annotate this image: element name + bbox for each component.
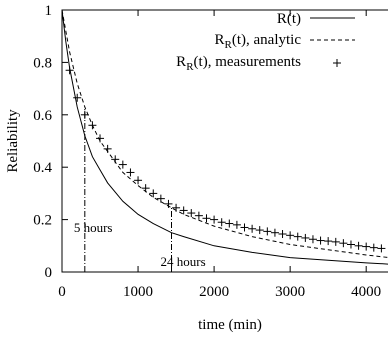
measurement-point: [103, 144, 112, 153]
legend-label-rr-measurements: RR(t), measurements: [176, 54, 301, 73]
measurement-point: [369, 243, 378, 252]
series-layer: [61, 9, 388, 265]
y-axis-label: Reliability: [5, 109, 21, 173]
measurement-point: [111, 155, 120, 164]
measurement-point: [308, 235, 317, 244]
x-tick-label: 3000: [275, 284, 305, 300]
measurement-point: [210, 215, 219, 224]
measurement-point: [194, 211, 203, 220]
y-tick-label: 0.2: [33, 213, 52, 229]
measurement-point: [278, 230, 287, 239]
measurement-point: [232, 220, 241, 229]
x-tick-label: 1000: [123, 284, 153, 300]
x-tick-label: 0: [58, 284, 66, 300]
legend-swatch-rr-measurements: [333, 59, 341, 67]
legend: R(t) RR(t), analytic RR(t), measurements: [176, 11, 355, 73]
measurement-point: [134, 176, 143, 185]
measurement-point: [225, 219, 234, 228]
plot-border: [61, 9, 388, 273]
measurement-point: [202, 214, 211, 223]
measurement-point: [248, 224, 257, 233]
measurement-point: [65, 66, 74, 75]
measurement-point: [270, 228, 279, 237]
measurement-point: [339, 239, 348, 248]
x-tick-label: 2000: [199, 284, 229, 300]
measurement-point: [316, 236, 325, 245]
series-line-r: [61, 9, 388, 265]
y-tick-label: 1: [45, 3, 53, 19]
measurement-point: [164, 199, 173, 208]
y-tick-label: 0.4: [33, 160, 52, 176]
x-axis-label: time (min): [198, 317, 262, 333]
measurement-point: [354, 241, 363, 250]
plot-frame: [61, 9, 388, 273]
measurement-point: [286, 231, 295, 240]
measurement-point: [331, 237, 340, 246]
measurement-point: [377, 244, 386, 253]
y-tick-label: 0.6: [33, 108, 52, 124]
x-tick-label: 4000: [351, 284, 381, 300]
measurement-point: [301, 233, 310, 242]
legend-label-rr-analytic: RR(t), analytic: [215, 32, 302, 51]
measurement-point: [73, 93, 82, 102]
measurement-point: [179, 206, 188, 215]
measurement-point: [255, 226, 264, 235]
annotation-label: 24 hours: [161, 254, 206, 269]
annotation-layer: 5 hours 24 hours: [74, 106, 206, 272]
measurement-point: [118, 160, 127, 169]
y-tick-label: 0.8: [33, 55, 52, 71]
axis-layer: 0 0.2 0.4 0.6 0.8 1 0 1000 2000 3000 4000 time (min…: [5, 3, 381, 333]
series-line-rr-analytic: [61, 9, 388, 258]
measurement-point: [126, 168, 135, 177]
measurement-point: [362, 242, 371, 251]
measurement-point: [96, 134, 105, 143]
measurement-point: [217, 218, 226, 227]
measurement-point: [293, 232, 302, 241]
measurement-point: [346, 240, 355, 249]
measurement-point: [149, 189, 158, 198]
measurement-point: [88, 121, 97, 130]
annotation-label: 5 hours: [74, 220, 113, 235]
y-tick-label: 0: [45, 265, 53, 281]
measurement-point: [324, 237, 333, 246]
measurement-point: [141, 184, 150, 193]
measurement-point: [172, 203, 181, 212]
measurement-point: [240, 223, 249, 232]
legend-label-r: R(t): [277, 11, 301, 27]
measurement-point: [187, 209, 196, 218]
measurement-point: [156, 194, 165, 203]
measurement-point: [263, 227, 272, 236]
